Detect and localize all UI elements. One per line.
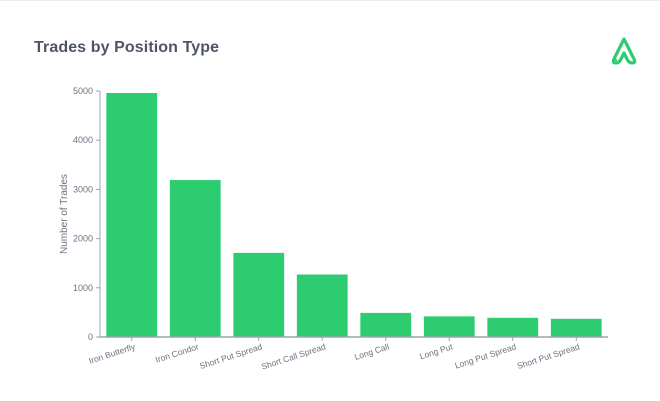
bar <box>106 92 158 337</box>
y-tick-label: 4000 <box>73 135 93 145</box>
bar <box>296 274 348 337</box>
x-tick-label: Iron Condor <box>154 341 200 364</box>
y-axis-label: Number of Trades <box>59 174 70 254</box>
x-tick-label: Short Put Spread <box>516 341 581 371</box>
x-tick-label: Iron Butterfly <box>87 341 137 366</box>
bar <box>487 317 539 337</box>
bar <box>550 318 602 337</box>
bar <box>233 252 285 337</box>
bar <box>423 316 475 337</box>
x-tick-label: Long Put <box>418 341 454 361</box>
bar <box>169 180 221 337</box>
bar <box>360 312 412 337</box>
y-tick-label: 1000 <box>73 283 93 293</box>
y-tick-label: 5000 <box>73 86 93 96</box>
y-tick-label: 0 <box>88 332 93 342</box>
x-tick-label: Short Call Spread <box>260 341 327 371</box>
abstract-a-logo-icon <box>611 37 637 65</box>
y-tick-label: 2000 <box>73 234 93 244</box>
y-tick-label: 3000 <box>73 184 93 194</box>
x-tick-label: Long Put Spread <box>454 341 518 370</box>
x-tick-label: Short Put Spread <box>198 341 263 371</box>
x-tick-label: Long Call <box>353 341 390 362</box>
chart-title: Trades by Position Type <box>34 39 220 56</box>
